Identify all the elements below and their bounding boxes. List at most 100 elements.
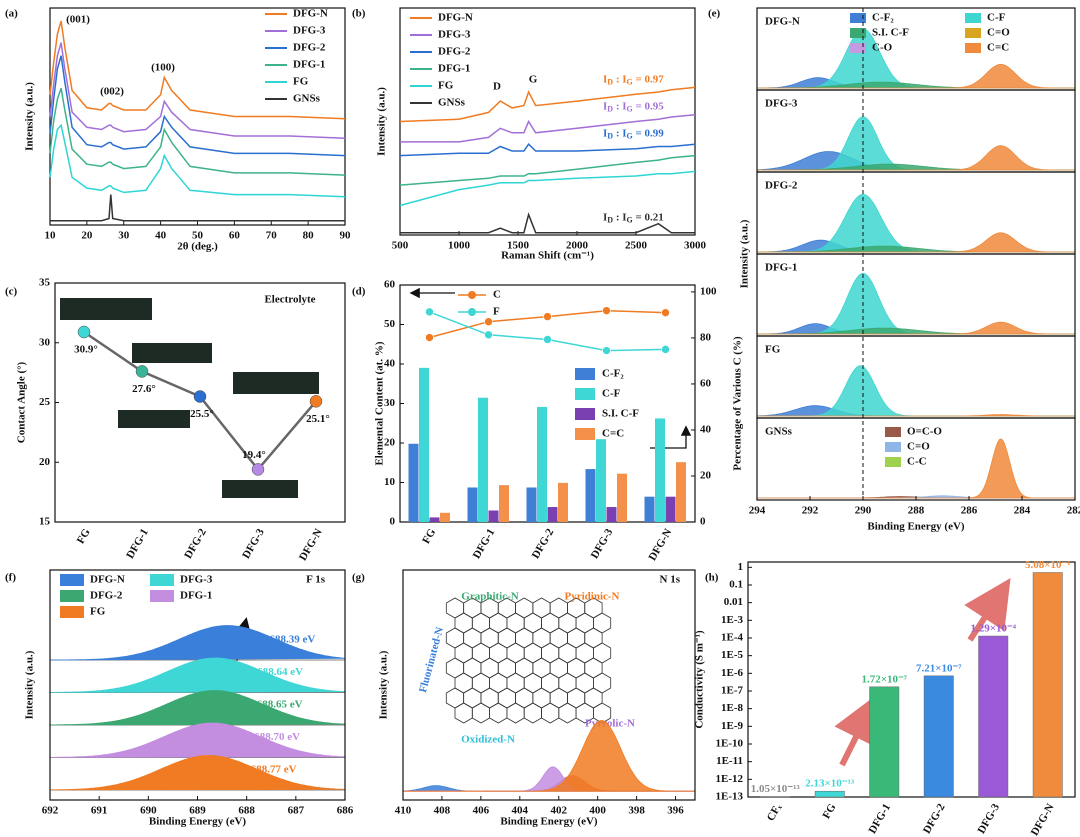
data-point bbox=[543, 335, 552, 344]
ratio-part: : I bbox=[613, 100, 626, 112]
data-point bbox=[425, 333, 434, 342]
panel-label: (g) bbox=[352, 572, 365, 584]
legend-label: DFG-2 bbox=[293, 42, 326, 54]
x-tick-label: 10 bbox=[45, 230, 57, 242]
y-tick-label: 1E-9 bbox=[721, 720, 744, 732]
panel-label: (f) bbox=[5, 572, 16, 584]
legend-label: S.I. C-F bbox=[602, 408, 639, 420]
legend-swatch bbox=[575, 408, 595, 420]
data-point bbox=[602, 346, 611, 355]
data-point bbox=[602, 306, 611, 315]
legend-label: C=O bbox=[907, 441, 930, 453]
legend-swatch bbox=[850, 28, 866, 38]
x-tick-label: 408 bbox=[434, 805, 451, 817]
legend-label: DFG-1 bbox=[438, 63, 470, 75]
x-axis-label: Raman Shift (cm⁻¹) bbox=[501, 250, 594, 262]
x-tick-label: 50 bbox=[192, 230, 204, 242]
x-tick-label: 689 bbox=[189, 805, 206, 817]
x-tick-label: 402 bbox=[550, 805, 567, 817]
x-tick-label: DFG-1 bbox=[124, 527, 151, 561]
legend-swatch bbox=[965, 13, 981, 23]
legend-label: FG bbox=[293, 76, 309, 88]
legend-label: C bbox=[493, 289, 501, 301]
legend-label: FG bbox=[90, 606, 106, 618]
x-tick-label: 90 bbox=[340, 230, 352, 242]
legend-label: DFG-N bbox=[438, 12, 473, 24]
panel-label: (b) bbox=[352, 8, 366, 20]
legend-swatch bbox=[965, 43, 981, 53]
y-tick-label: 1E-7 bbox=[721, 685, 744, 697]
legend-label: DFG-2 bbox=[438, 46, 471, 58]
fit-peak bbox=[49, 657, 346, 693]
ratio-label: ID : IG = 0.21 bbox=[603, 211, 664, 224]
legend-label: GNSs bbox=[293, 93, 321, 105]
x-tick-label: 294 bbox=[749, 505, 766, 517]
structure-bond bbox=[489, 612, 508, 634]
subplot-frame bbox=[756, 253, 1076, 337]
structure-bond bbox=[506, 612, 525, 634]
legend-swatch bbox=[60, 606, 84, 618]
subplot-label: DFG-2 bbox=[765, 180, 798, 192]
y-axis-label: Intensity (a.u.) bbox=[739, 219, 751, 288]
bar bbox=[644, 496, 655, 522]
x-tick-label: 400 bbox=[589, 805, 606, 817]
structure-bond bbox=[497, 657, 516, 679]
structure-bond bbox=[567, 627, 586, 649]
x-tick-label: 690 bbox=[140, 805, 157, 817]
series-line bbox=[49, 42, 346, 139]
y-tick-label: 25 bbox=[39, 396, 51, 408]
structure-bond bbox=[445, 627, 465, 649]
structure-bond bbox=[489, 642, 508, 664]
ratio-value: 0.99 bbox=[645, 127, 665, 139]
bar bbox=[537, 406, 547, 522]
peak-annotation: (100) bbox=[151, 62, 175, 74]
structure-label: Oxidized-N bbox=[461, 734, 515, 746]
x-tick-label: 692 bbox=[42, 805, 59, 817]
series-line bbox=[49, 88, 346, 176]
bar bbox=[526, 487, 537, 522]
x-tick-label: 80 bbox=[303, 230, 315, 242]
bar bbox=[617, 473, 627, 522]
bar bbox=[585, 469, 596, 522]
structure-bond bbox=[549, 627, 568, 649]
y-axis-label: Intensity (a.u.) bbox=[24, 650, 36, 719]
structure-bond bbox=[454, 612, 473, 634]
droplet-photo bbox=[118, 410, 190, 428]
bar bbox=[869, 686, 900, 798]
structure-bond bbox=[454, 642, 473, 664]
y-tick-label: 0 bbox=[390, 516, 396, 528]
x-tick-label: DFG-3 bbox=[975, 801, 1002, 835]
x-tick-label: 292 bbox=[802, 505, 819, 517]
structure-bond bbox=[558, 642, 577, 664]
panel-label: (e) bbox=[708, 8, 721, 20]
peak-annotation: G bbox=[529, 74, 538, 86]
structure-bond bbox=[567, 687, 586, 709]
y-tick-label: 1E-10 bbox=[716, 738, 744, 750]
droplet-images bbox=[60, 298, 319, 498]
structure-bond bbox=[463, 627, 482, 649]
subplot-label: GNSs bbox=[765, 426, 793, 438]
x-tick-label: DFG-3 bbox=[589, 526, 616, 560]
x-axis-label: Binding Energy (eV) bbox=[867, 521, 965, 533]
legend-label: O=C-O bbox=[907, 426, 942, 438]
fit-peak bbox=[757, 321, 1075, 335]
bar bbox=[596, 439, 606, 522]
structure-bond bbox=[549, 687, 568, 709]
subplot-label: FG bbox=[765, 344, 781, 356]
legend-marker bbox=[468, 291, 476, 299]
ratio-part: : I bbox=[613, 127, 626, 139]
panel-label: (h) bbox=[705, 572, 719, 584]
legend-swatch bbox=[575, 368, 595, 380]
y-tick-label: 1E-11 bbox=[716, 755, 743, 767]
structure-bond bbox=[497, 687, 516, 709]
x-tick-label: DFG-N bbox=[646, 527, 674, 563]
ratio-part: = bbox=[633, 100, 645, 112]
x-tick-label: DFG-1 bbox=[471, 527, 498, 561]
structure-bond bbox=[515, 657, 534, 679]
x-tick-label: 398 bbox=[628, 805, 645, 817]
bar bbox=[419, 367, 429, 522]
bar bbox=[665, 496, 676, 522]
y-tick-label: 10 bbox=[384, 476, 396, 488]
structure-bond bbox=[532, 597, 551, 619]
structure-bond bbox=[541, 702, 560, 724]
